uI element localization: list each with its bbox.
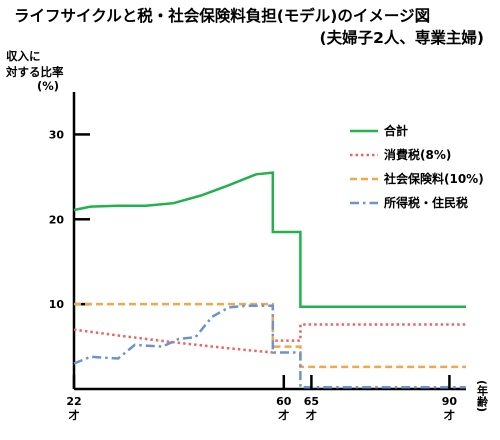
legend-label: 消費税(8%)	[384, 147, 451, 162]
chart-subtitle: (夫婦子2人、専業主婦)	[320, 28, 484, 47]
series-line-3	[74, 302, 466, 369]
legend-label: 社会保険料(10%)	[383, 171, 484, 186]
x-tick-label: 60	[276, 395, 292, 408]
y-axis-label-line-3: (%)	[37, 79, 59, 93]
x-tick-unit: 才	[306, 408, 317, 422]
series-line-4	[73, 304, 466, 389]
chart-title: ライフサイクルと税・社会保険料負担(モデル)のイメージ図	[14, 6, 430, 25]
series-line-1	[73, 171, 466, 308]
x-tick-unit: 才	[278, 408, 289, 422]
legend-label: 合計	[384, 123, 408, 138]
y-tick-label: 30	[49, 128, 65, 141]
x-tick-unit: 才	[444, 408, 455, 422]
y-axis-label-line-1: 収入に	[6, 49, 41, 63]
y-tick-label: 10	[49, 298, 65, 311]
legend-label: 所得税・住民税	[384, 195, 468, 210]
x-tick-label: 90	[442, 395, 458, 408]
x-tick-label: 65	[304, 395, 319, 408]
y-tick-label: 20	[49, 213, 65, 226]
x-axis-label: (年齢)	[476, 380, 489, 412]
y-axis-label-line-2: 対する比率	[5, 65, 64, 79]
x-tick-unit: 才	[69, 408, 80, 422]
x-tick-label: 22	[66, 395, 81, 408]
series-line-2	[73, 323, 466, 354]
